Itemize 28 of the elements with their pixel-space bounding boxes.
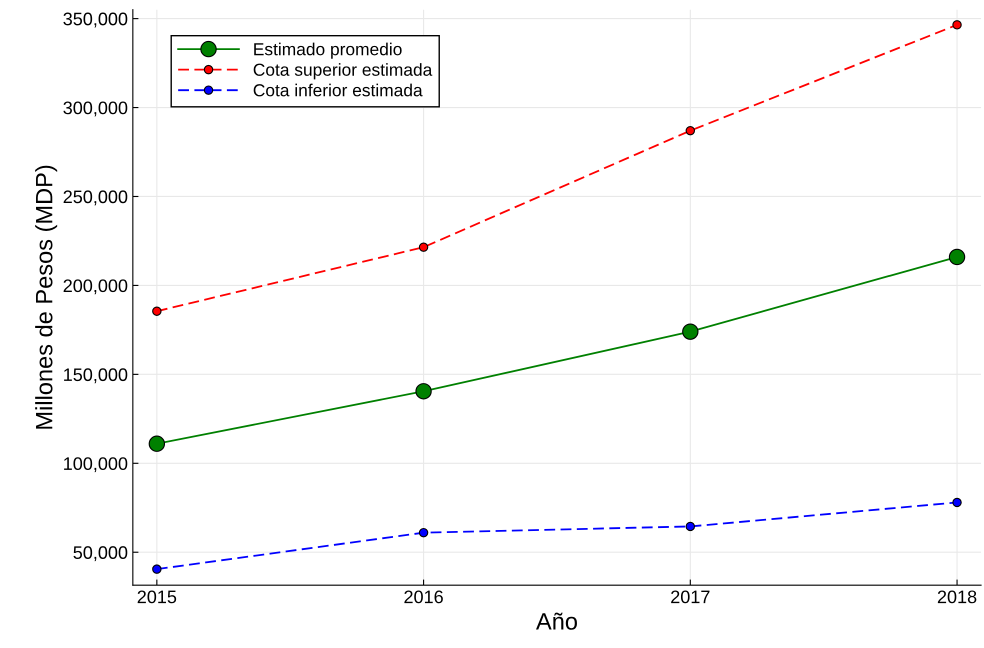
point	[148, 436, 166, 452]
x-tick-label: 2018	[938, 590, 976, 604]
point	[952, 498, 962, 508]
legend-label: Cota inferior estimada	[254, 84, 423, 96]
y-tick-label: 200,000	[64, 279, 128, 294]
point	[418, 528, 428, 538]
x-axis-title: Año	[536, 612, 577, 630]
point	[682, 323, 699, 340]
point	[418, 242, 428, 252]
point	[952, 20, 962, 30]
point	[686, 126, 696, 136]
y-tick-label: 100,000	[64, 457, 128, 472]
x-tick-label: 2016	[404, 590, 443, 604]
point	[152, 564, 162, 574]
point	[686, 522, 696, 532]
point	[152, 306, 162, 316]
legend-label: Cota superior estimada	[254, 63, 432, 80]
y-tick-label: 300,000	[63, 101, 128, 116]
y-tick-label: 250,000	[64, 190, 128, 206]
x-tick-label: 2017	[671, 590, 710, 604]
y-tick-label: 350,000	[63, 12, 128, 28]
y-tick-label: 50,000	[73, 546, 128, 562]
legend-label: Estimado promedio	[254, 42, 402, 59]
point	[948, 248, 966, 266]
y-axis-title: Millones de Pesos (MDP)	[35, 166, 58, 429]
point	[415, 383, 432, 400]
x-tick-label: 2015	[138, 590, 176, 604]
y-tick-label: 150,000	[64, 368, 128, 384]
